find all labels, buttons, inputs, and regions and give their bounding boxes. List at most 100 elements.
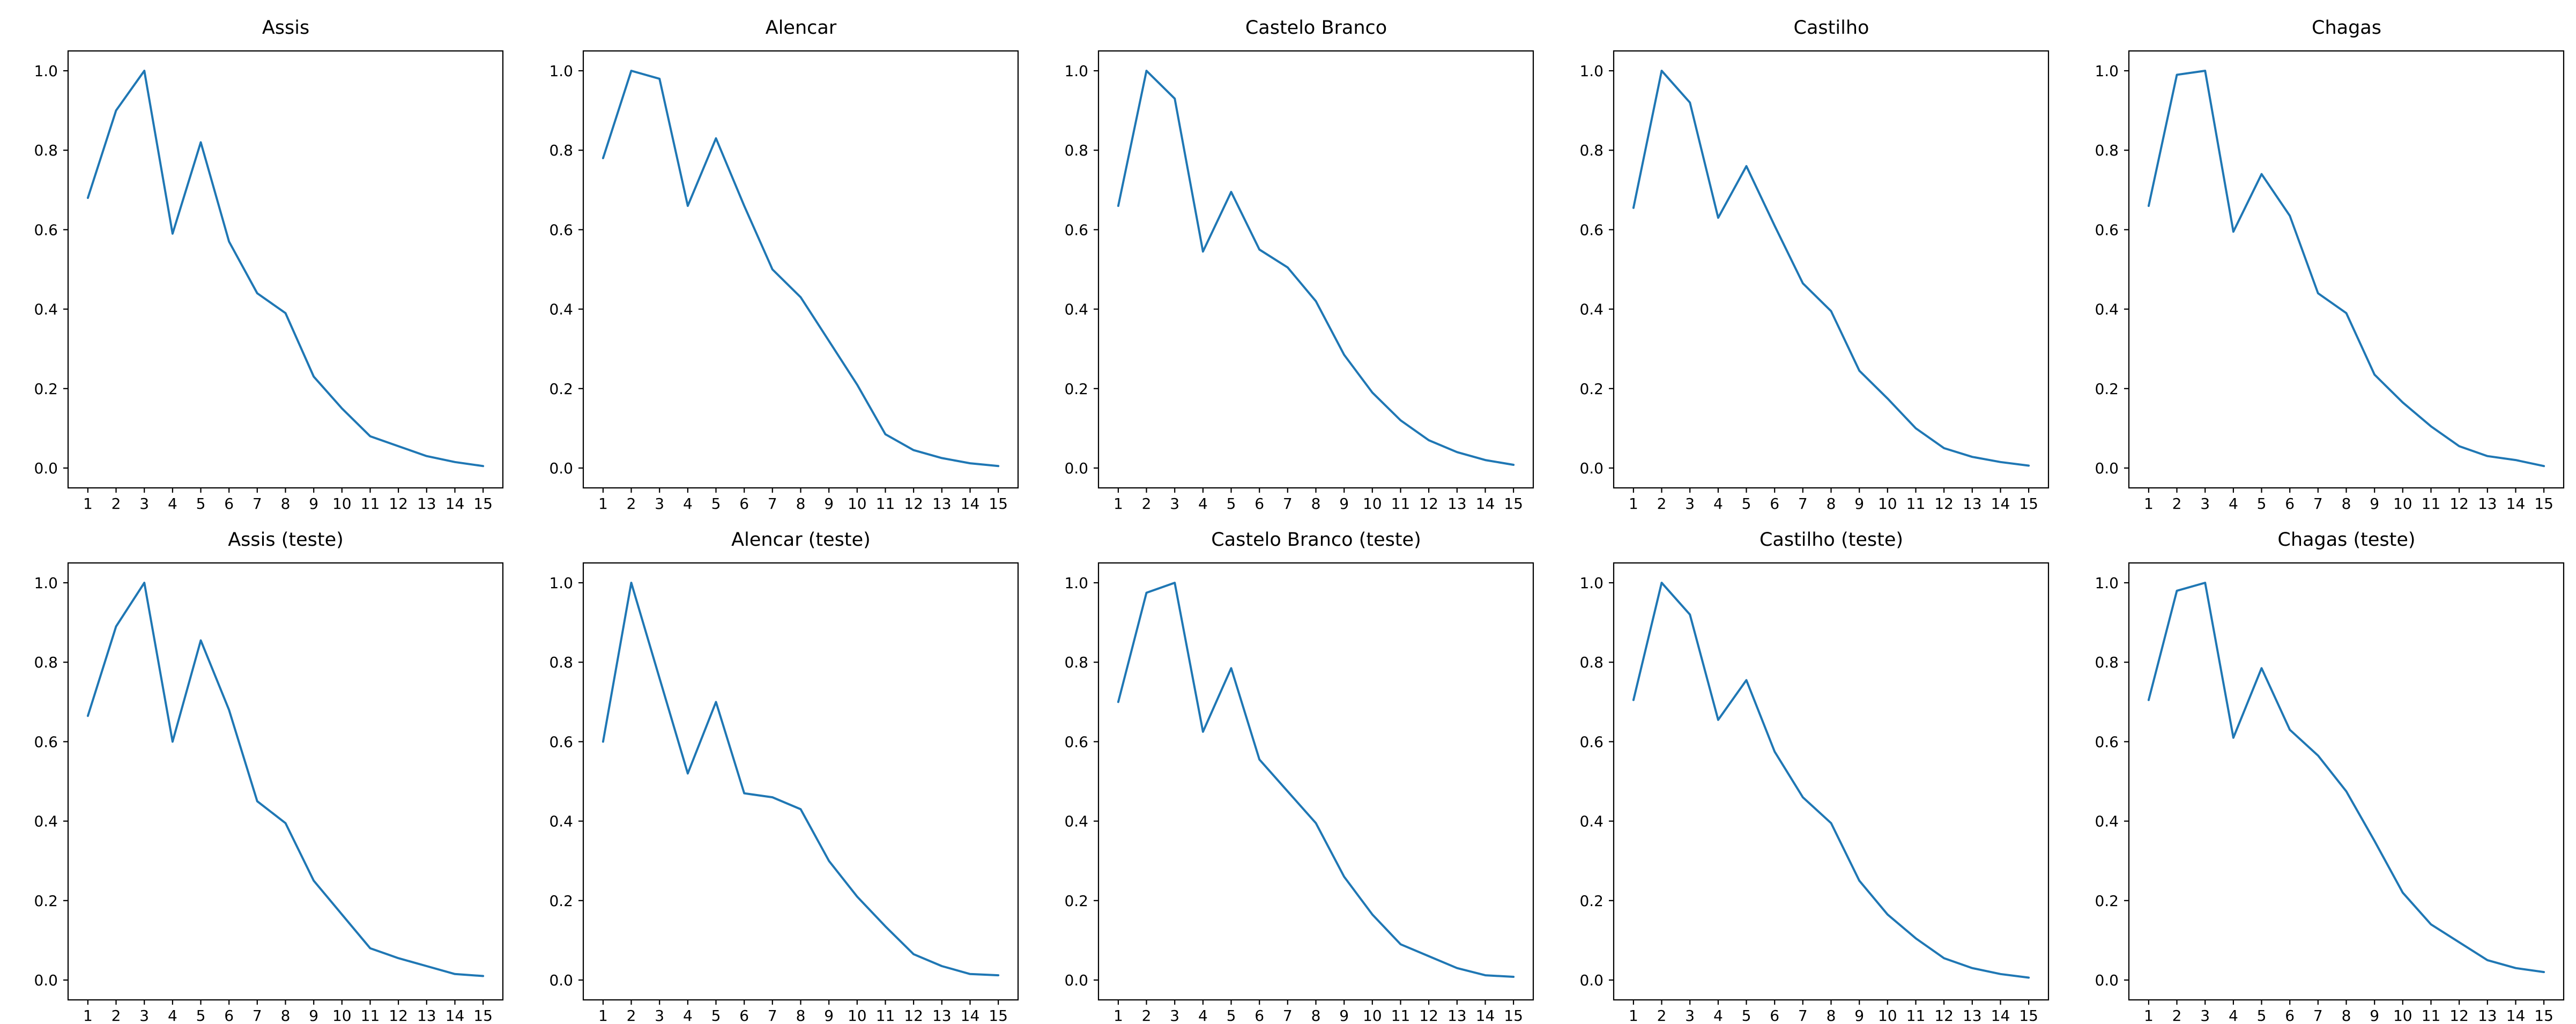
x-tick-label: 13	[417, 1007, 436, 1024]
y-tick-label: 0.6	[34, 221, 58, 239]
y-tick-label: 0.8	[34, 654, 58, 671]
y-tick-label: 0.0	[1579, 971, 1603, 989]
x-tick-label: 9	[1854, 1007, 1864, 1024]
x-tick-label: 12	[2449, 495, 2469, 512]
x-tick-label: 15	[1504, 1007, 1523, 1024]
data-line	[86, 582, 485, 977]
y-tick-label: 0.8	[549, 142, 573, 159]
x-tick-label: 14	[2506, 495, 2526, 512]
y-tick-label: 1.0	[34, 62, 58, 80]
data-line	[602, 582, 1000, 977]
x-tick-label: 14	[446, 495, 465, 512]
y-tick-label: 1.0	[549, 62, 573, 80]
y-tick-label: 0.6	[1579, 733, 1603, 751]
axes-spines	[1097, 562, 1534, 1001]
subplot-castelo-branco-teste: Castelo Branco (teste) 0.0 0.2 0.4 0.6 0.8 1.…	[1030, 512, 1546, 1024]
y-tick-label: 0.4	[1579, 301, 1603, 318]
x-tick-label: 6	[224, 1007, 234, 1024]
x-tick-label: 6	[1254, 495, 1264, 512]
subplot-assis-teste: Assis (teste) 0.0 0.2 0.4 0.6 0.8 1.0 1 2 3 4 5 6 7 8…	[0, 512, 515, 1024]
x-tick-label: 7	[2313, 1007, 2323, 1024]
x-tick-label: 4	[168, 495, 177, 512]
x-tick-label: 10	[848, 1007, 867, 1024]
x-tick-label: 12	[389, 495, 408, 512]
subplot-castilho-teste: Castilho (teste) 0.0 0.2 0.4 0.6 0.8 1.0 1 2 3 4 5…	[1546, 512, 2061, 1024]
x-tick-label: 3	[655, 1007, 664, 1024]
x-tick-label: 3	[1685, 1007, 1695, 1024]
axes-spines	[2128, 50, 2565, 489]
axes-plot: 0.00.20.40.60.81.01 2 3 4 5 6 7 8 9 10 11 12 13 14 15	[549, 562, 1019, 1024]
x-tick-label: 9	[1339, 1007, 1349, 1024]
y-tick-label: 0.0	[34, 971, 58, 989]
x-tick-label: 1	[598, 495, 608, 512]
x-tick-label: 5	[1742, 495, 1751, 512]
x-tick-label: 2	[2172, 495, 2182, 512]
x-tick-label: 7	[1283, 495, 1293, 512]
y-tick-label: 1.0	[2095, 574, 2119, 592]
x-tick-label: 10	[2393, 1007, 2412, 1024]
y-tick-label: 0.8	[2095, 654, 2119, 671]
x-tick-label: 8	[2342, 495, 2351, 512]
x-tick-label: 7	[1798, 495, 1808, 512]
x-tick-label: 6	[1770, 1007, 1779, 1024]
x-tick-label: 5	[1227, 495, 1236, 512]
x-tick-label: 15	[473, 495, 493, 512]
y-tick-label: 0.2	[34, 892, 58, 910]
x-tick-label: 12	[904, 1007, 923, 1024]
x-tick-label: 11	[1906, 1007, 1926, 1024]
data-line	[2147, 70, 2545, 468]
x-tick-label: 5	[1227, 1007, 1236, 1024]
subplot-chagas: Chagas 0.0 0.2 0.4 0.6 0.8 1.0 1 2 3 4 5 6 7 8 9 10 11 12…	[2061, 0, 2576, 512]
x-tick-label: 2	[112, 495, 121, 512]
y-tick-label: 0.4	[1064, 813, 1088, 830]
subplot-chagas-teste: Chagas (teste) 0.0 0.2 0.4 0.6 0.8 1.0 1 2 3 4 5 6 7…	[2061, 512, 2576, 1024]
y-tick-label: 0.0	[1579, 459, 1603, 477]
x-tick-label: 4	[2229, 1007, 2238, 1024]
axes-plot: 0.00.20.40.60.81.01 2 3 4 5 6 7 8 9 10 11 12 13 14 15	[2095, 562, 2565, 1024]
x-tick-label: 10	[2393, 495, 2412, 512]
y-tick-label: 0.6	[549, 221, 573, 239]
x-tick-label: 9	[2370, 495, 2379, 512]
x-tick-label: 8	[796, 495, 806, 512]
y-tick-label: 0.8	[549, 654, 573, 671]
y-tick-label: 0.4	[1579, 813, 1603, 830]
y-tick-label: 0.0	[34, 459, 58, 477]
y-tick-label: 0.2	[1579, 380, 1603, 398]
x-tick-label: 5	[196, 495, 206, 512]
subplot-alencar-teste: Alencar (teste) 0.0 0.2 0.4 0.6 0.8 1.0 1 2 3 4 5 6…	[515, 512, 1030, 1024]
x-tick-label: 6	[739, 1007, 749, 1024]
x-tick-label: 3	[1170, 1007, 1179, 1024]
x-tick-label: 13	[1447, 1007, 1467, 1024]
y-tick-label: 0.8	[1579, 142, 1603, 159]
x-tick-label: 5	[1742, 1007, 1751, 1024]
y-tick-label: 1.0	[549, 574, 573, 592]
x-tick-label: 10	[1363, 495, 1382, 512]
subplot-title: Alencar	[765, 17, 837, 39]
y-tick-label: 0.8	[34, 142, 58, 159]
x-tick-label: 14	[1476, 495, 1495, 512]
y-tick-label: 0.6	[1064, 733, 1088, 751]
axes-plot: 0.00.20.40.60.81.01 2 3 4 5 6 7 8 9 10 11 12 13 14 15	[34, 562, 504, 1024]
y-tick-label: 0.0	[2095, 971, 2119, 989]
subplot-title: Chagas (teste)	[2277, 529, 2416, 551]
x-tick-label: 5	[196, 1007, 206, 1024]
data-line	[1632, 582, 2030, 979]
y-tick-label: 0.8	[1579, 654, 1603, 671]
y-tick-label: 0.0	[1064, 971, 1088, 989]
x-tick-label: 6	[224, 495, 234, 512]
y-tick-label: 0.2	[2095, 892, 2119, 910]
axes-plot: 0.00.20.40.60.81.01 2 3 4 5 6 7 8 9 10 11 12 13 14 15	[2095, 50, 2565, 512]
x-tick-label: 10	[1878, 1007, 1897, 1024]
x-tick-label: 11	[361, 1007, 380, 1024]
y-tick-label: 0.2	[1064, 380, 1088, 398]
x-tick-label: 8	[281, 1007, 291, 1024]
x-tick-label: 7	[1283, 1007, 1293, 1024]
x-tick-label: 7	[1798, 1007, 1808, 1024]
y-tick-label: 1.0	[34, 574, 58, 592]
x-tick-label: 6	[2285, 495, 2295, 512]
y-tick-label: 0.6	[2095, 221, 2119, 239]
x-tick-label: 11	[876, 495, 895, 512]
data-line	[602, 70, 1000, 468]
y-tick-label: 0.2	[549, 892, 573, 910]
y-tick-label: 0.6	[2095, 733, 2119, 751]
